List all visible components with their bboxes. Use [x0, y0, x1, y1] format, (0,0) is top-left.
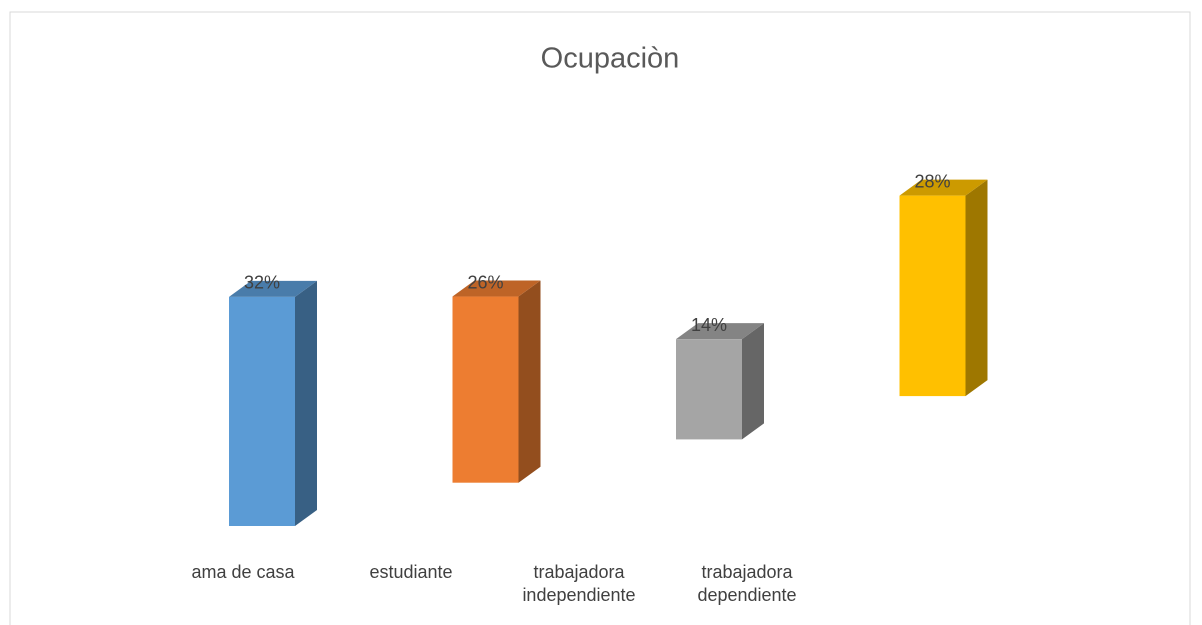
bar-side — [518, 280, 541, 483]
bar-top — [452, 280, 541, 297]
x-tick-label: trabajadora dependiente — [697, 562, 797, 605]
x-tick-label: estudiante — [369, 562, 453, 582]
bar-side — [965, 179, 988, 397]
bar-side — [742, 323, 764, 440]
bar-side — [295, 280, 317, 526]
bar — [452, 296, 519, 483]
bar-top — [899, 179, 988, 196]
bar-top — [676, 323, 764, 340]
bar — [899, 195, 966, 397]
chart-border — [9, 11, 1191, 625]
chart-title: Ocupaciòn — [541, 43, 680, 75]
bar — [229, 296, 295, 526]
data-label: 14% — [691, 315, 727, 335]
x-tick-label: trabajadora independiente — [522, 562, 636, 605]
data-label: 32% — [244, 273, 280, 293]
data-label: 26% — [467, 272, 503, 292]
data-label: 28% — [914, 171, 950, 191]
x-tick-label: ama de casa — [191, 562, 295, 582]
bar-top — [229, 280, 317, 297]
bar — [676, 339, 742, 440]
